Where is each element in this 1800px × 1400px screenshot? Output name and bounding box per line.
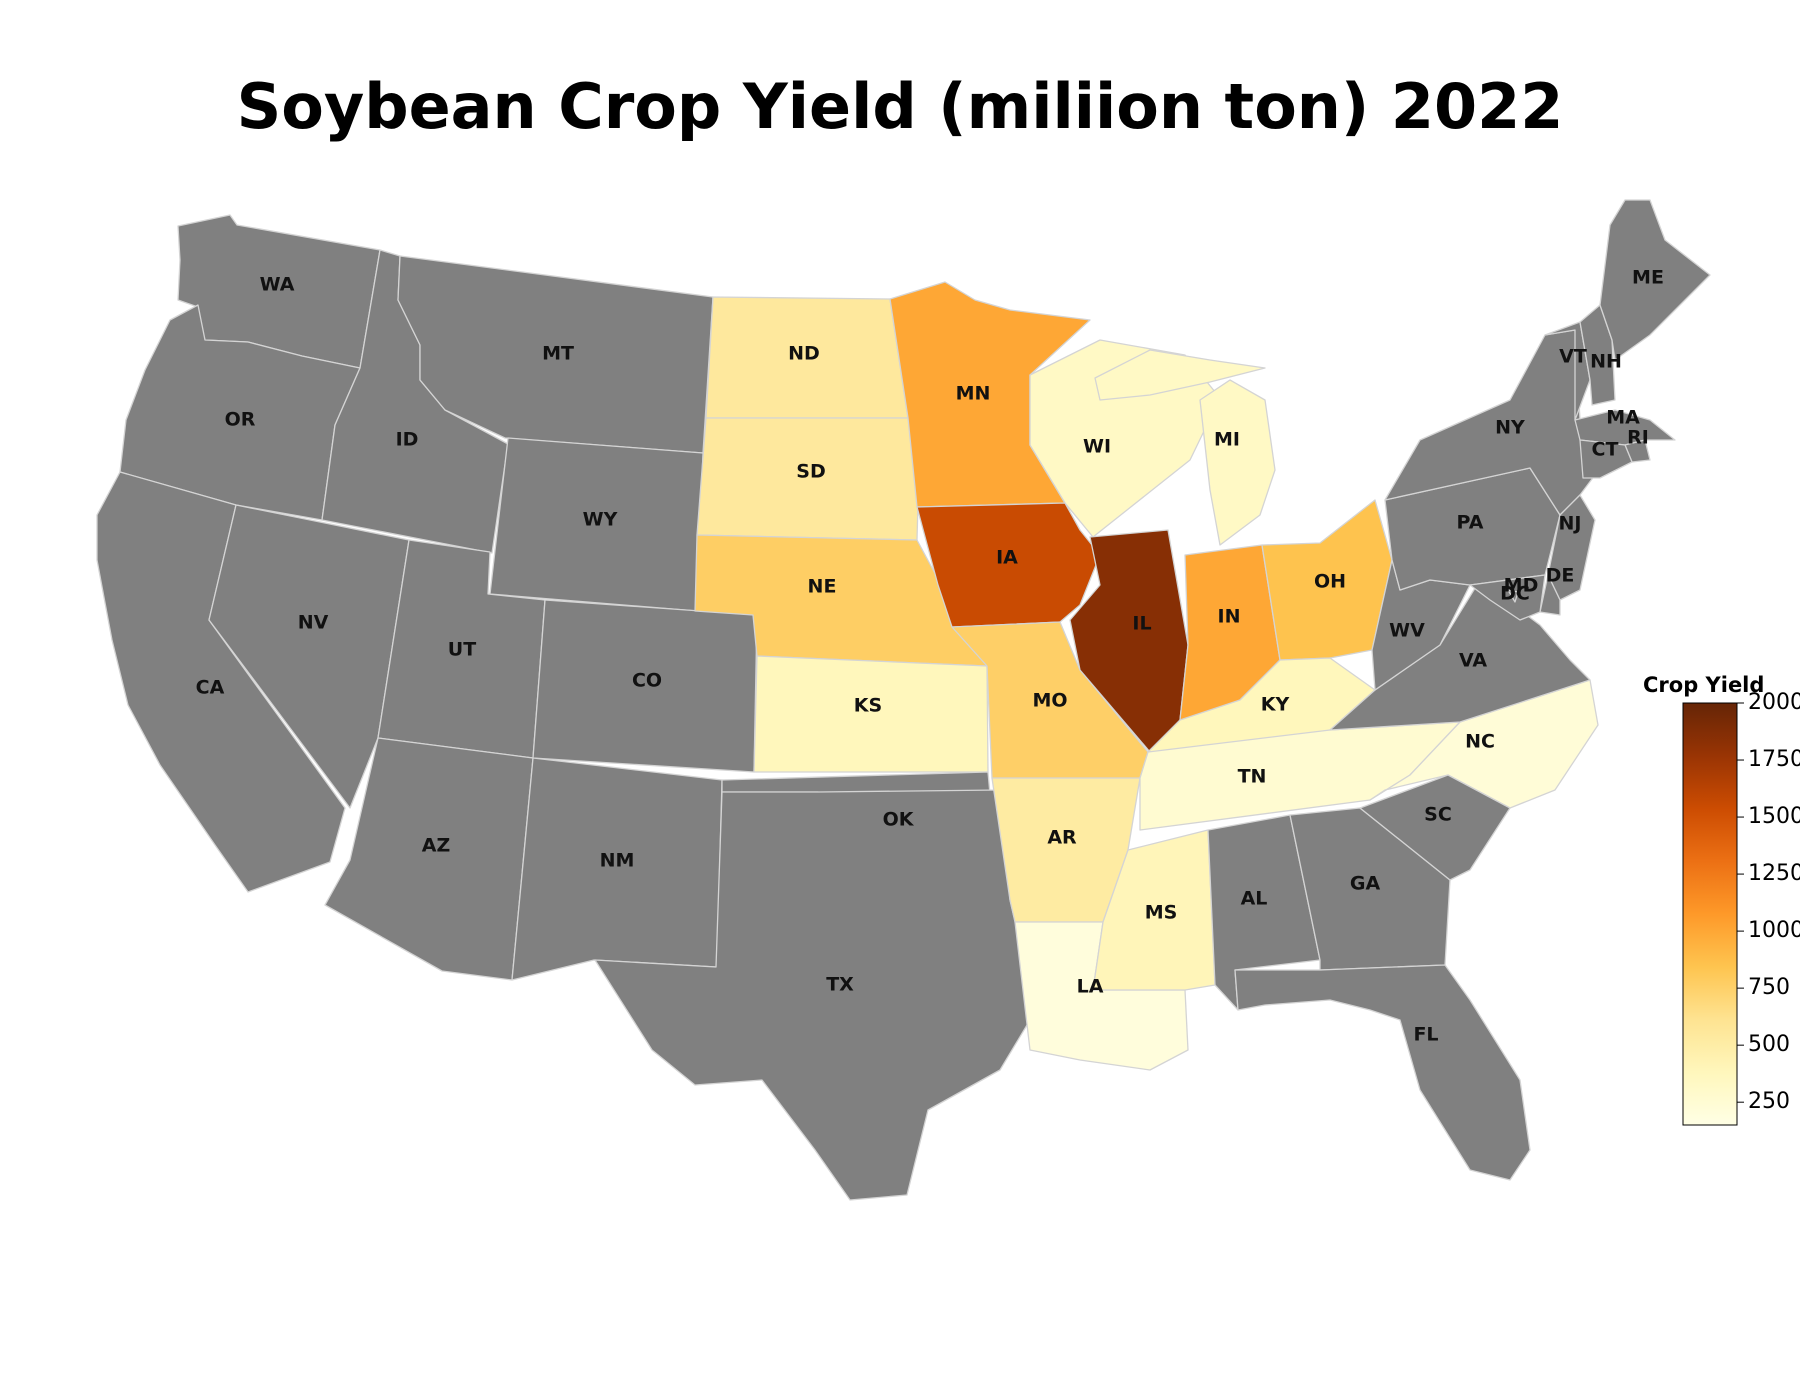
state-ia: [916, 502, 1101, 628]
states-layer: [96, 199, 1711, 1201]
state-label-id: ID: [396, 429, 419, 451]
state-label-ut: UT: [448, 639, 476, 661]
colorbar-title: Crop Yield: [1643, 673, 1764, 697]
state-label-nd: ND: [788, 343, 820, 365]
state-label-nm: NM: [600, 850, 635, 872]
state-label-or: OR: [225, 409, 256, 431]
colorbar-tick-label: 2000: [1748, 690, 1800, 715]
state-label-ms: MS: [1145, 902, 1178, 924]
colorbar-tick-label: 1250: [1748, 861, 1800, 886]
state-label-vt: VT: [1559, 346, 1587, 368]
state-label-nj: NJ: [1559, 513, 1582, 535]
state-label-la: LA: [1077, 976, 1104, 998]
state-md: [1469, 574, 1546, 621]
state-dc: [1507, 589, 1519, 603]
state-label-ga: GA: [1350, 873, 1381, 895]
state-label-mi: MI: [1214, 429, 1240, 451]
map-title: Soybean Crop Yield (miliion ton) 2022: [236, 70, 1564, 143]
state-label-fl: FL: [1413, 1024, 1438, 1046]
state-label-ma: MA: [1606, 407, 1640, 429]
state-label-nv: NV: [298, 612, 329, 634]
state-label-sc: SC: [1424, 804, 1452, 826]
state-label-ct: CT: [1592, 439, 1619, 461]
state-label-nh: NH: [1590, 351, 1622, 373]
state-label-ky: KY: [1261, 694, 1290, 716]
state-label-me: ME: [1632, 267, 1664, 289]
state-label-ia: IA: [996, 547, 1018, 569]
state-de: [1539, 574, 1561, 616]
colorbar-ticks: 250 500 750 1000 1250 1500 1750 2000: [1737, 690, 1800, 1114]
state-label-wy: WY: [583, 509, 618, 531]
state-label-wi: WI: [1083, 436, 1111, 458]
labels-layer: WA OR CA ID NV MT WY UT AZ CO NM ND SD NE KS MN OK TX IA MO…: [196, 267, 1664, 1046]
state-label-ar: AR: [1047, 827, 1077, 849]
colorbar-tick-label: 250: [1748, 1089, 1790, 1114]
state-label-wv: WV: [1389, 620, 1425, 642]
state-ct: [1579, 439, 1633, 479]
state-label-ny: NY: [1495, 417, 1525, 439]
state-label-ne: NE: [808, 576, 837, 598]
state-label-il: IL: [1132, 613, 1151, 635]
state-label-mt: MT: [542, 343, 574, 365]
state-nc: [1369, 679, 1599, 809]
state-label-in: IN: [1218, 606, 1241, 628]
state-nv: [208, 504, 410, 809]
colorbar-tick-label: 1500: [1748, 804, 1800, 829]
state-label-sd: SD: [796, 461, 825, 483]
state-label-ok: OK: [883, 809, 915, 831]
state-mi: [1094, 349, 1276, 546]
state-fl: [1234, 964, 1531, 1181]
state-vt: [1544, 321, 1591, 421]
state-label-tn: TN: [1238, 766, 1267, 788]
colorbar-tick-label: 1750: [1748, 747, 1800, 772]
state-label-mn: MN: [956, 383, 991, 405]
colorbar-tick-label: 500: [1748, 1032, 1790, 1057]
state-label-ca: CA: [196, 677, 225, 699]
state-label-co: CO: [632, 670, 662, 692]
colorbar-gradient: [1682, 702, 1738, 1126]
state-sc: [1359, 774, 1511, 881]
state-label-ks: KS: [854, 695, 882, 717]
state-label-mo: MO: [1032, 690, 1067, 712]
state-label-al: AL: [1241, 888, 1268, 910]
state-me: [1599, 199, 1711, 361]
state-label-va: VA: [1459, 650, 1487, 672]
colorbar-tick-label: 750: [1748, 975, 1790, 1000]
state-label-nc: NC: [1465, 731, 1495, 753]
state-label-wa: WA: [260, 274, 295, 296]
state-label-md: MD: [1504, 575, 1539, 597]
state-label-de: DE: [1546, 565, 1575, 587]
state-label-az: AZ: [422, 835, 450, 857]
state-label-tx: TX: [826, 974, 854, 996]
colorbar-legend: Crop Yield 250 500 750 1000 1250 1500 1750 2000: [1643, 673, 1800, 1126]
state-label-pa: PA: [1457, 512, 1484, 534]
colorbar-tick-label: 1000: [1748, 918, 1800, 943]
state-label-oh: OH: [1314, 571, 1346, 593]
state-label-dc: DC: [1500, 583, 1530, 605]
state-label-ri: RI: [1627, 427, 1649, 449]
